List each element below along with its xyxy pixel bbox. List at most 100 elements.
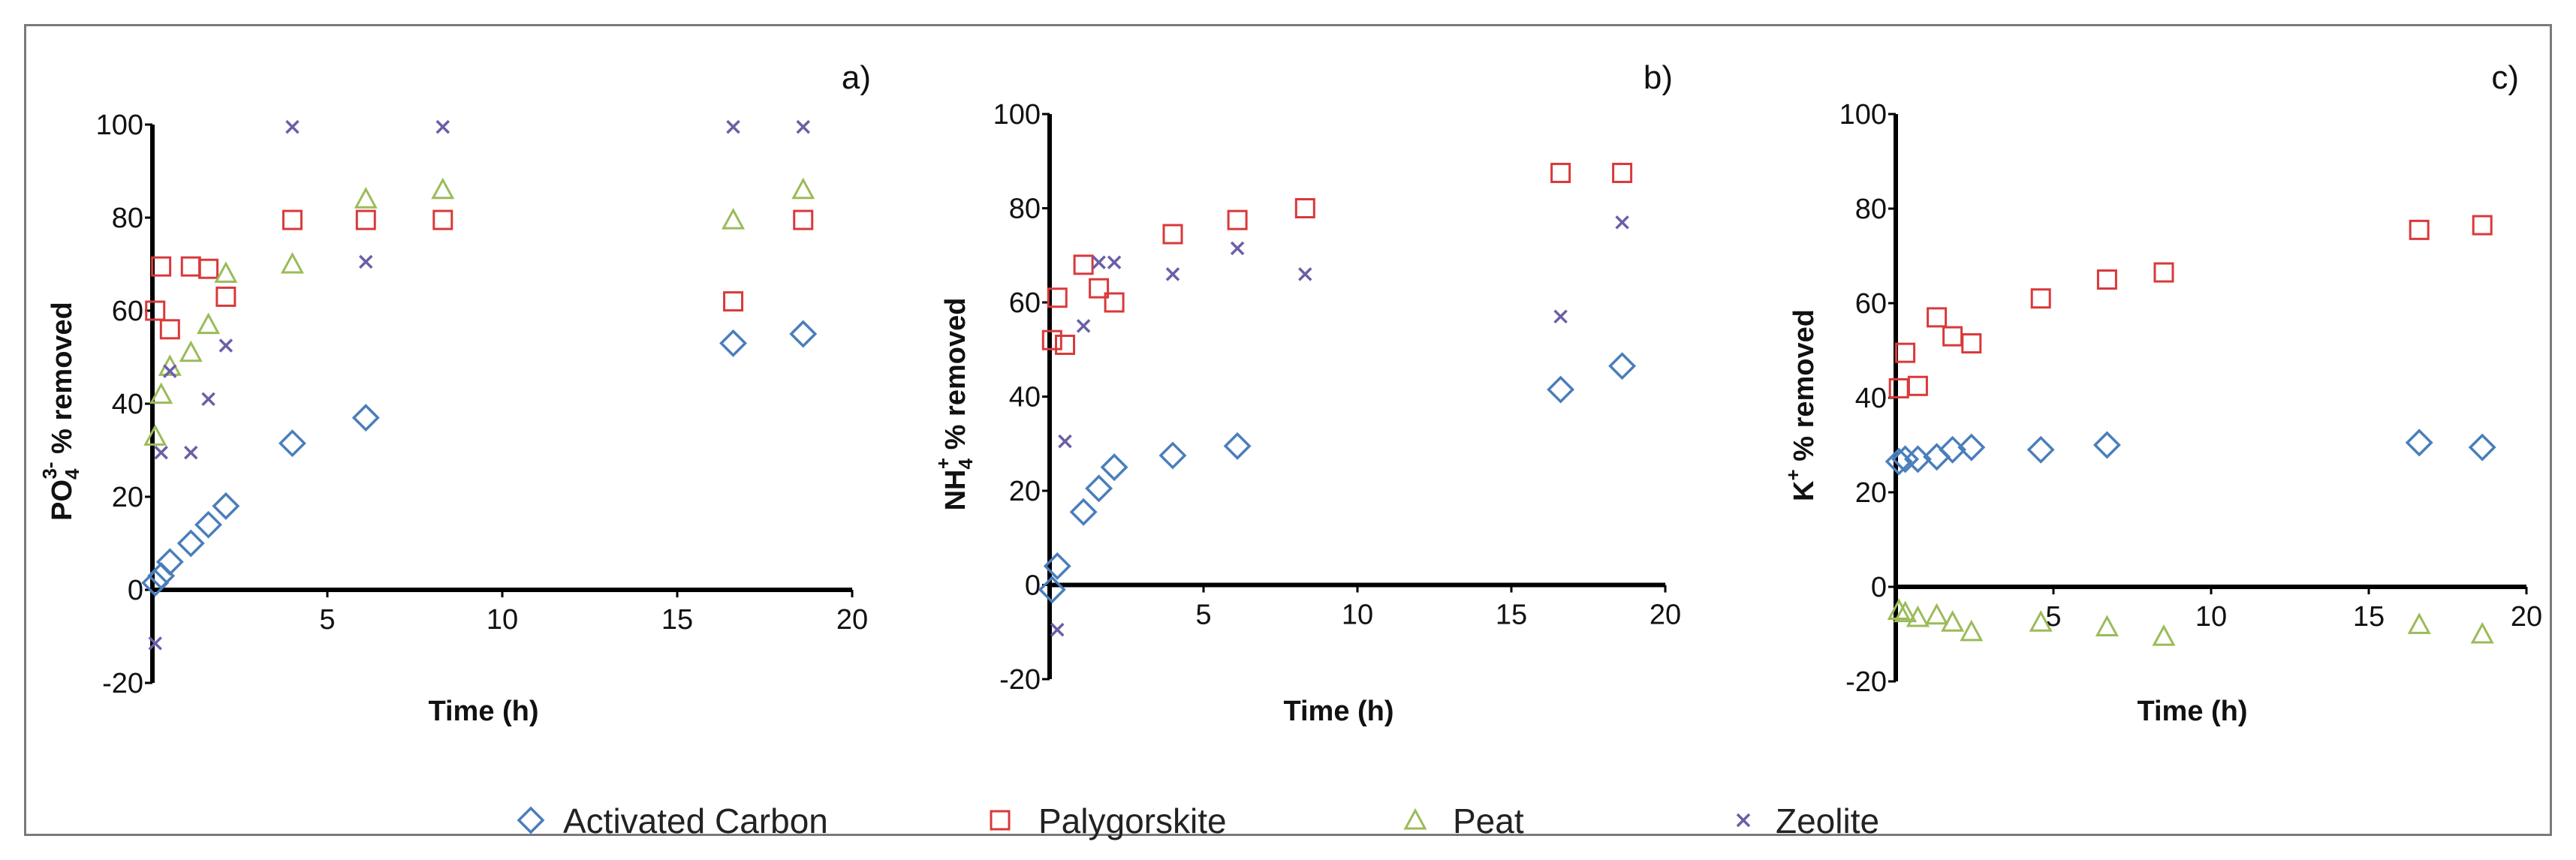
data-point (791, 177, 815, 200)
data-point (151, 256, 172, 277)
data-point (194, 510, 223, 539)
y-tick-label: -20 (1845, 666, 1887, 698)
y-axis-title: NH4+ % removed (932, 298, 977, 511)
data-point (1891, 445, 1920, 474)
x-tick-label: 20 (2511, 601, 2542, 633)
series-activated-carbon (1885, 428, 2496, 476)
data-point (1887, 598, 1911, 620)
y-tick-label: 0 (1025, 570, 1041, 602)
data-point (1553, 309, 1568, 324)
data-point (141, 569, 170, 597)
y-tick-label: 40 (112, 389, 143, 420)
data-point (1227, 209, 1248, 230)
data-point (1906, 605, 1930, 627)
y-tick-label: 20 (1855, 477, 1887, 509)
data-point (354, 187, 378, 209)
y-tick-label: 60 (1009, 287, 1041, 319)
data-point (1895, 342, 1916, 363)
chart-panel-a: -20 0 20 40 60 80 100 5 10 15 20 a) Time (h) PO43- % … (38, 59, 871, 727)
data-point (796, 119, 810, 134)
legend-item-activated-carbon: Activated Carbon (517, 801, 828, 840)
data-point (723, 291, 744, 312)
x-axis-title: Time (h) (428, 696, 538, 727)
data-point (1043, 552, 1071, 580)
series-activated-carbon (141, 320, 818, 597)
data-point (1230, 241, 1245, 256)
legend-marker (517, 806, 545, 834)
data-point (1960, 619, 1984, 642)
data-point (198, 258, 219, 279)
data-point (2468, 433, 2496, 462)
data-point (1547, 375, 1575, 404)
data-point (1073, 254, 1094, 275)
data-point (1041, 329, 1062, 350)
data-point (285, 119, 300, 134)
legend-item-zeolite: Zeolite (1736, 801, 1879, 840)
y-tick-label: 80 (1009, 194, 1041, 225)
y-tick-label: 80 (1855, 194, 1887, 225)
series-peat (143, 177, 815, 446)
legend: Activated Carbon Palygorskite Peat Zeolite (517, 801, 1879, 840)
data-point (1894, 600, 1918, 623)
legend-marker (990, 810, 1011, 831)
data-point (719, 329, 748, 357)
x-tick-label: 15 (2353, 601, 2385, 633)
data-point (1294, 198, 1315, 218)
data-point (359, 254, 373, 269)
data-point (2153, 262, 2174, 283)
series-peat (1887, 598, 2494, 646)
data-point (2470, 621, 2494, 644)
y-axis-title: PO43- % removed (38, 302, 83, 521)
data-point (2026, 435, 2055, 464)
data-point (1615, 215, 1629, 230)
data-point (793, 209, 814, 230)
data-point (1158, 441, 1187, 470)
data-point (1107, 255, 1122, 269)
x-tick-label: 15 (1496, 600, 1527, 631)
legend-item-palygorskite: Palygorskite (990, 801, 1227, 840)
data-point (215, 286, 237, 307)
legend-label: Activated Carbon (563, 801, 828, 840)
data-point (1089, 278, 1110, 299)
series-zeolite (148, 119, 810, 651)
legend-label: Palygorskite (1038, 801, 1227, 840)
x-tick-label: 5 (1195, 600, 1211, 631)
data-point (1942, 326, 1963, 347)
data-point (148, 636, 162, 651)
data-point (180, 256, 201, 277)
data-point (163, 364, 177, 378)
data-point (149, 382, 173, 404)
data-point (179, 340, 203, 362)
y-tick-label: 80 (112, 203, 143, 234)
data-point (1162, 224, 1183, 245)
y-tick-label: 100 (993, 99, 1041, 131)
legend-item-peat: Peat (1403, 801, 1524, 840)
data-point (351, 404, 380, 432)
data-point (355, 209, 376, 230)
y-tick-label: 60 (112, 296, 143, 327)
data-point (159, 319, 180, 340)
data-point (1050, 622, 1065, 637)
y-tick-label: 0 (128, 575, 143, 606)
data-point (176, 529, 205, 558)
data-point (1907, 375, 1928, 396)
y-tick-label: -20 (102, 668, 143, 699)
x-tick-label: 10 (2195, 601, 2227, 633)
data-point (1608, 352, 1637, 380)
legend-label: Peat (1453, 801, 1524, 840)
data-point (1076, 319, 1091, 333)
legend-label: Zeolite (1776, 801, 1879, 840)
data-point (1612, 162, 1633, 183)
data-point (2092, 431, 2121, 459)
panel-label: c) (2491, 59, 2519, 96)
data-point (1550, 162, 1571, 183)
data-point (1957, 433, 1986, 462)
data-point (201, 392, 215, 407)
y-tick-label: -20 (999, 664, 1041, 696)
data-point (143, 424, 167, 446)
data-point (1085, 474, 1113, 503)
data-point (282, 209, 303, 230)
y-tick-label: 20 (1009, 476, 1041, 507)
data-point (2407, 612, 2431, 634)
